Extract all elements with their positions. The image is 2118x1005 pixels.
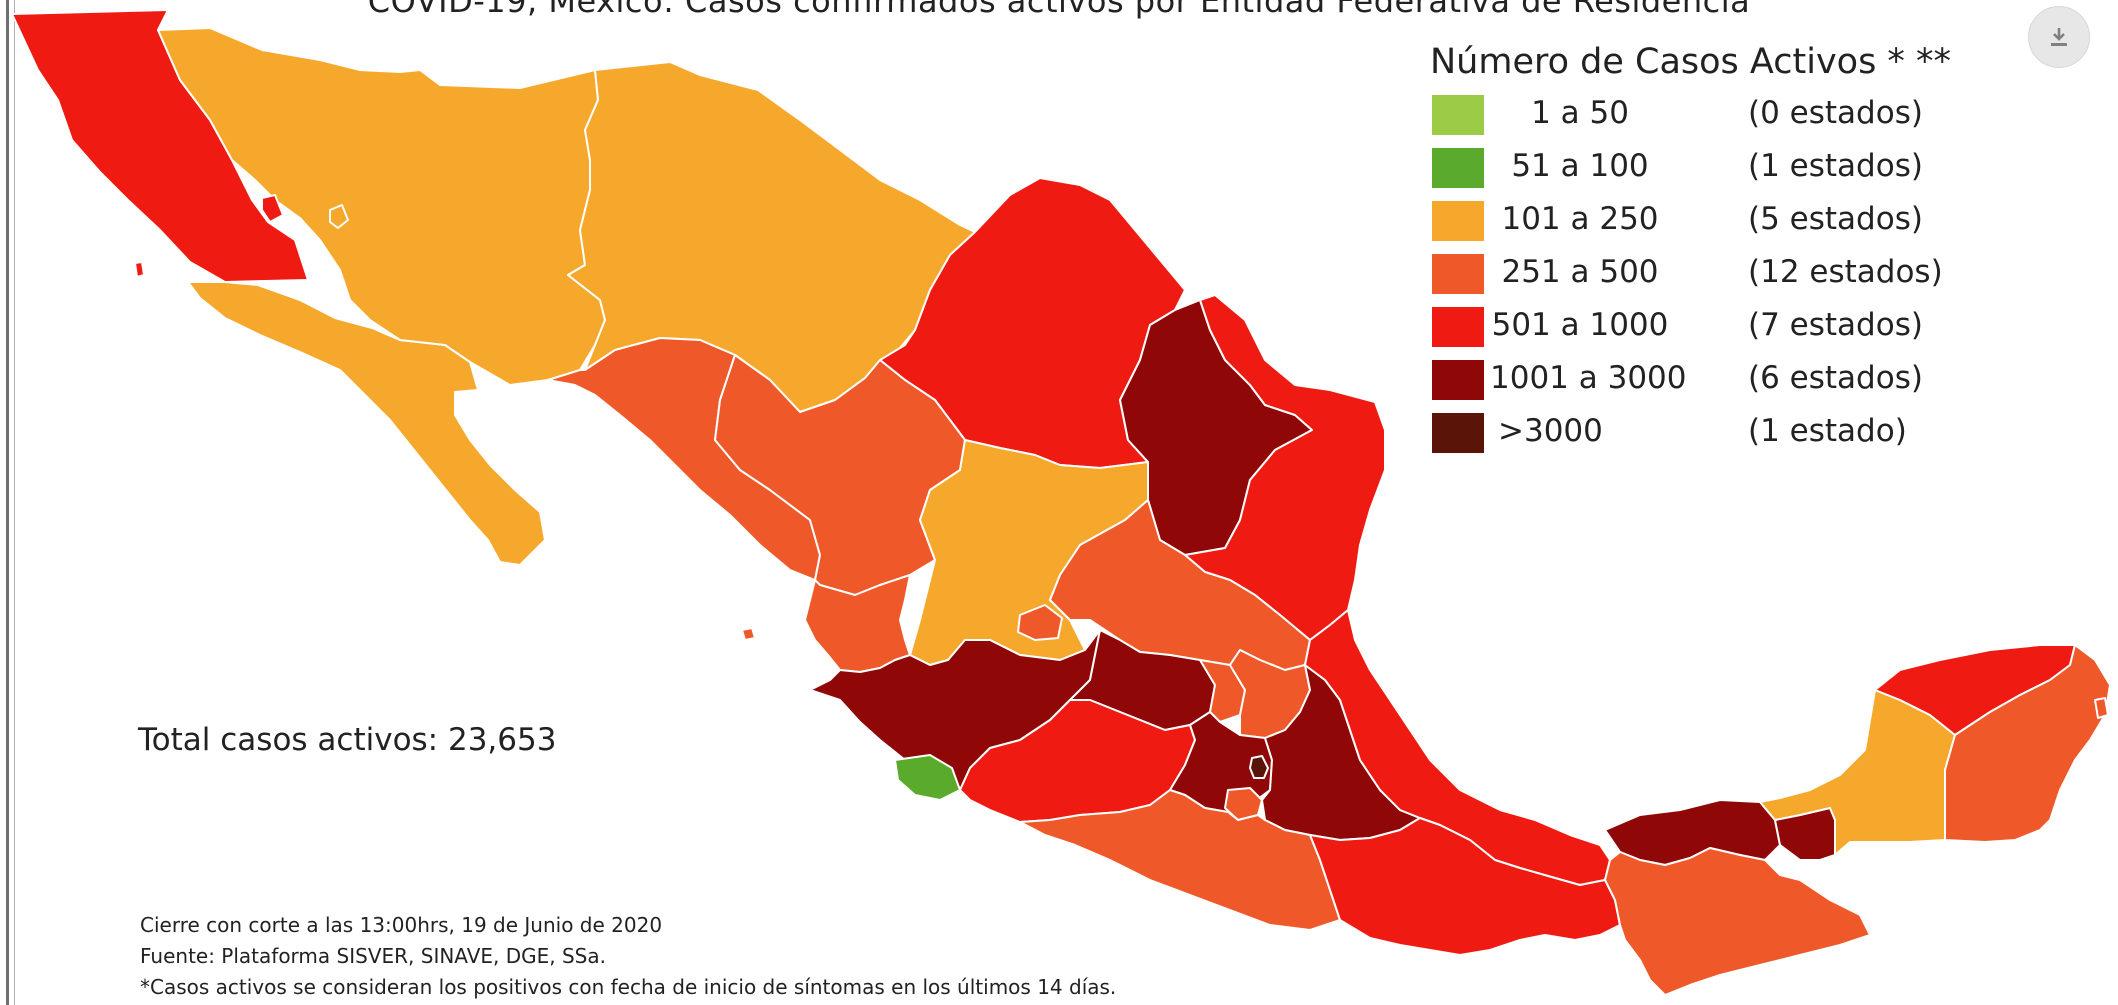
island-tiburon bbox=[329, 204, 349, 229]
legend-swatch bbox=[1432, 360, 1484, 400]
legend-count: (0 estados) bbox=[1748, 95, 1923, 131]
legend-swatch bbox=[1432, 254, 1484, 294]
state-colima[interactable] bbox=[894, 754, 961, 801]
legend-range: 251 a 500 bbox=[1501, 254, 1659, 290]
legend: Número de Casos Activos * ** 1 a 50 (0 e… bbox=[1430, 42, 2090, 453]
legend-range: 1001 a 3000 bbox=[1490, 360, 1687, 396]
legend-range: 1 a 50 bbox=[1531, 95, 1629, 131]
state-guerrero[interactable] bbox=[1019, 789, 1341, 931]
legend-swatch bbox=[1432, 413, 1484, 453]
island-angel bbox=[261, 194, 284, 223]
legend-count: (1 estados) bbox=[1748, 148, 1923, 184]
legend-item: 1 a 50 (0 estados) bbox=[1430, 90, 2090, 135]
total-active-cases: Total casos activos: 23,653 bbox=[138, 722, 557, 758]
legend-range: 51 a 100 bbox=[1511, 148, 1649, 184]
island-cozumel bbox=[2094, 697, 2109, 719]
frame-border bbox=[6, 0, 9, 1005]
legend-count: (5 estados) bbox=[1748, 201, 1923, 237]
note-source: Fuente: Plataforma SISVER, SINAVE, DGE, … bbox=[140, 944, 606, 968]
legend-range: 101 a 250 bbox=[1501, 201, 1659, 237]
island-isla-guadalupe bbox=[134, 261, 145, 278]
legend-swatch bbox=[1432, 201, 1484, 241]
download-icon bbox=[2051, 28, 2067, 46]
legend-item: 501 a 1000 (7 estados) bbox=[1430, 302, 2090, 347]
download-button[interactable] bbox=[2028, 6, 2090, 68]
legend-count: (6 estados) bbox=[1748, 360, 1923, 396]
legend-item: 251 a 500 (12 estados) bbox=[1430, 249, 2090, 294]
legend-swatch bbox=[1432, 95, 1484, 135]
legend-title: Número de Casos Activos * ** bbox=[1430, 42, 1952, 82]
note-cutoff: Cierre con corte a las 13:00hrs, 19 de J… bbox=[140, 913, 663, 937]
legend-count: (1 estado) bbox=[1748, 413, 1907, 449]
frame-border-inner bbox=[14, 0, 15, 1005]
legend-range: 501 a 1000 bbox=[1491, 307, 1669, 343]
note-definition: *Casos activos se consideran los positiv… bbox=[140, 975, 1117, 999]
legend-swatch bbox=[1432, 148, 1484, 188]
legend-item: 101 a 250 (5 estados) bbox=[1430, 196, 2090, 241]
legend-item: 51 a 100 (1 estados) bbox=[1430, 143, 2090, 188]
legend-count: (7 estados) bbox=[1748, 307, 1923, 343]
legend-swatch bbox=[1432, 307, 1484, 347]
state-tabasco[interactable] bbox=[1604, 799, 1781, 866]
state-quintana-roo[interactable] bbox=[1944, 644, 2111, 843]
island-marias bbox=[741, 627, 756, 641]
state-cdmx[interactable] bbox=[1249, 755, 1269, 779]
legend-item: >3000 (1 estado) bbox=[1430, 408, 2090, 453]
state-chiapas[interactable] bbox=[1604, 847, 1871, 996]
legend-item: 1001 a 3000 (6 estados) bbox=[1430, 355, 2090, 400]
legend-range: >3000 bbox=[1498, 413, 1603, 449]
map-title: COVID-19, México: Casos confirmados acti… bbox=[367, 0, 1751, 20]
state-aguascalientes[interactable] bbox=[1017, 604, 1063, 641]
legend-count: (12 estados) bbox=[1748, 254, 1943, 290]
